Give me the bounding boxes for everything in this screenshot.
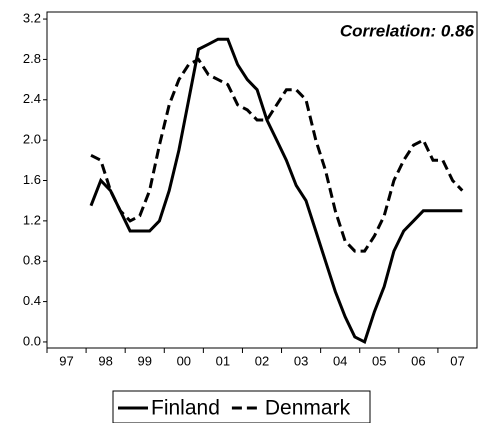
y-tick-label: 2.0 [23, 132, 41, 147]
x-tick-label: 99 [137, 353, 151, 368]
y-tick-label: 1.6 [23, 172, 41, 187]
legend-box [112, 390, 371, 423]
x-tick-label: 01 [216, 353, 230, 368]
legend-label: Denmark [265, 397, 351, 420]
x-tick-label: 00 [177, 353, 191, 368]
legend-label: Finland [151, 397, 220, 420]
x-tick-label: 98 [98, 353, 112, 368]
y-tick-label: 1.2 [23, 212, 41, 227]
x-tick-label: 97 [59, 353, 73, 368]
x-tick-label: 07 [450, 353, 464, 368]
y-tick-label: 0.4 [23, 293, 41, 308]
annotation: Correlation: 0.86 [340, 21, 475, 40]
line-denmark [90, 57, 464, 253]
plot-frame [46, 11, 478, 349]
y-tick-label: 0.8 [23, 253, 41, 268]
x-tick-label: 05 [372, 353, 386, 368]
x-tick-label: 04 [333, 353, 347, 368]
y-tick-label: 2.4 [23, 91, 41, 106]
x-tick-label: 06 [411, 353, 425, 368]
x-tick-label: 02 [255, 353, 269, 368]
line-finland [89, 37, 463, 345]
y-tick-label: 2.8 [23, 51, 41, 66]
x-tick-label: 03 [294, 353, 308, 368]
y-tick-label: 3.2 [23, 11, 41, 26]
y-tick-label: 0.0 [23, 333, 41, 348]
